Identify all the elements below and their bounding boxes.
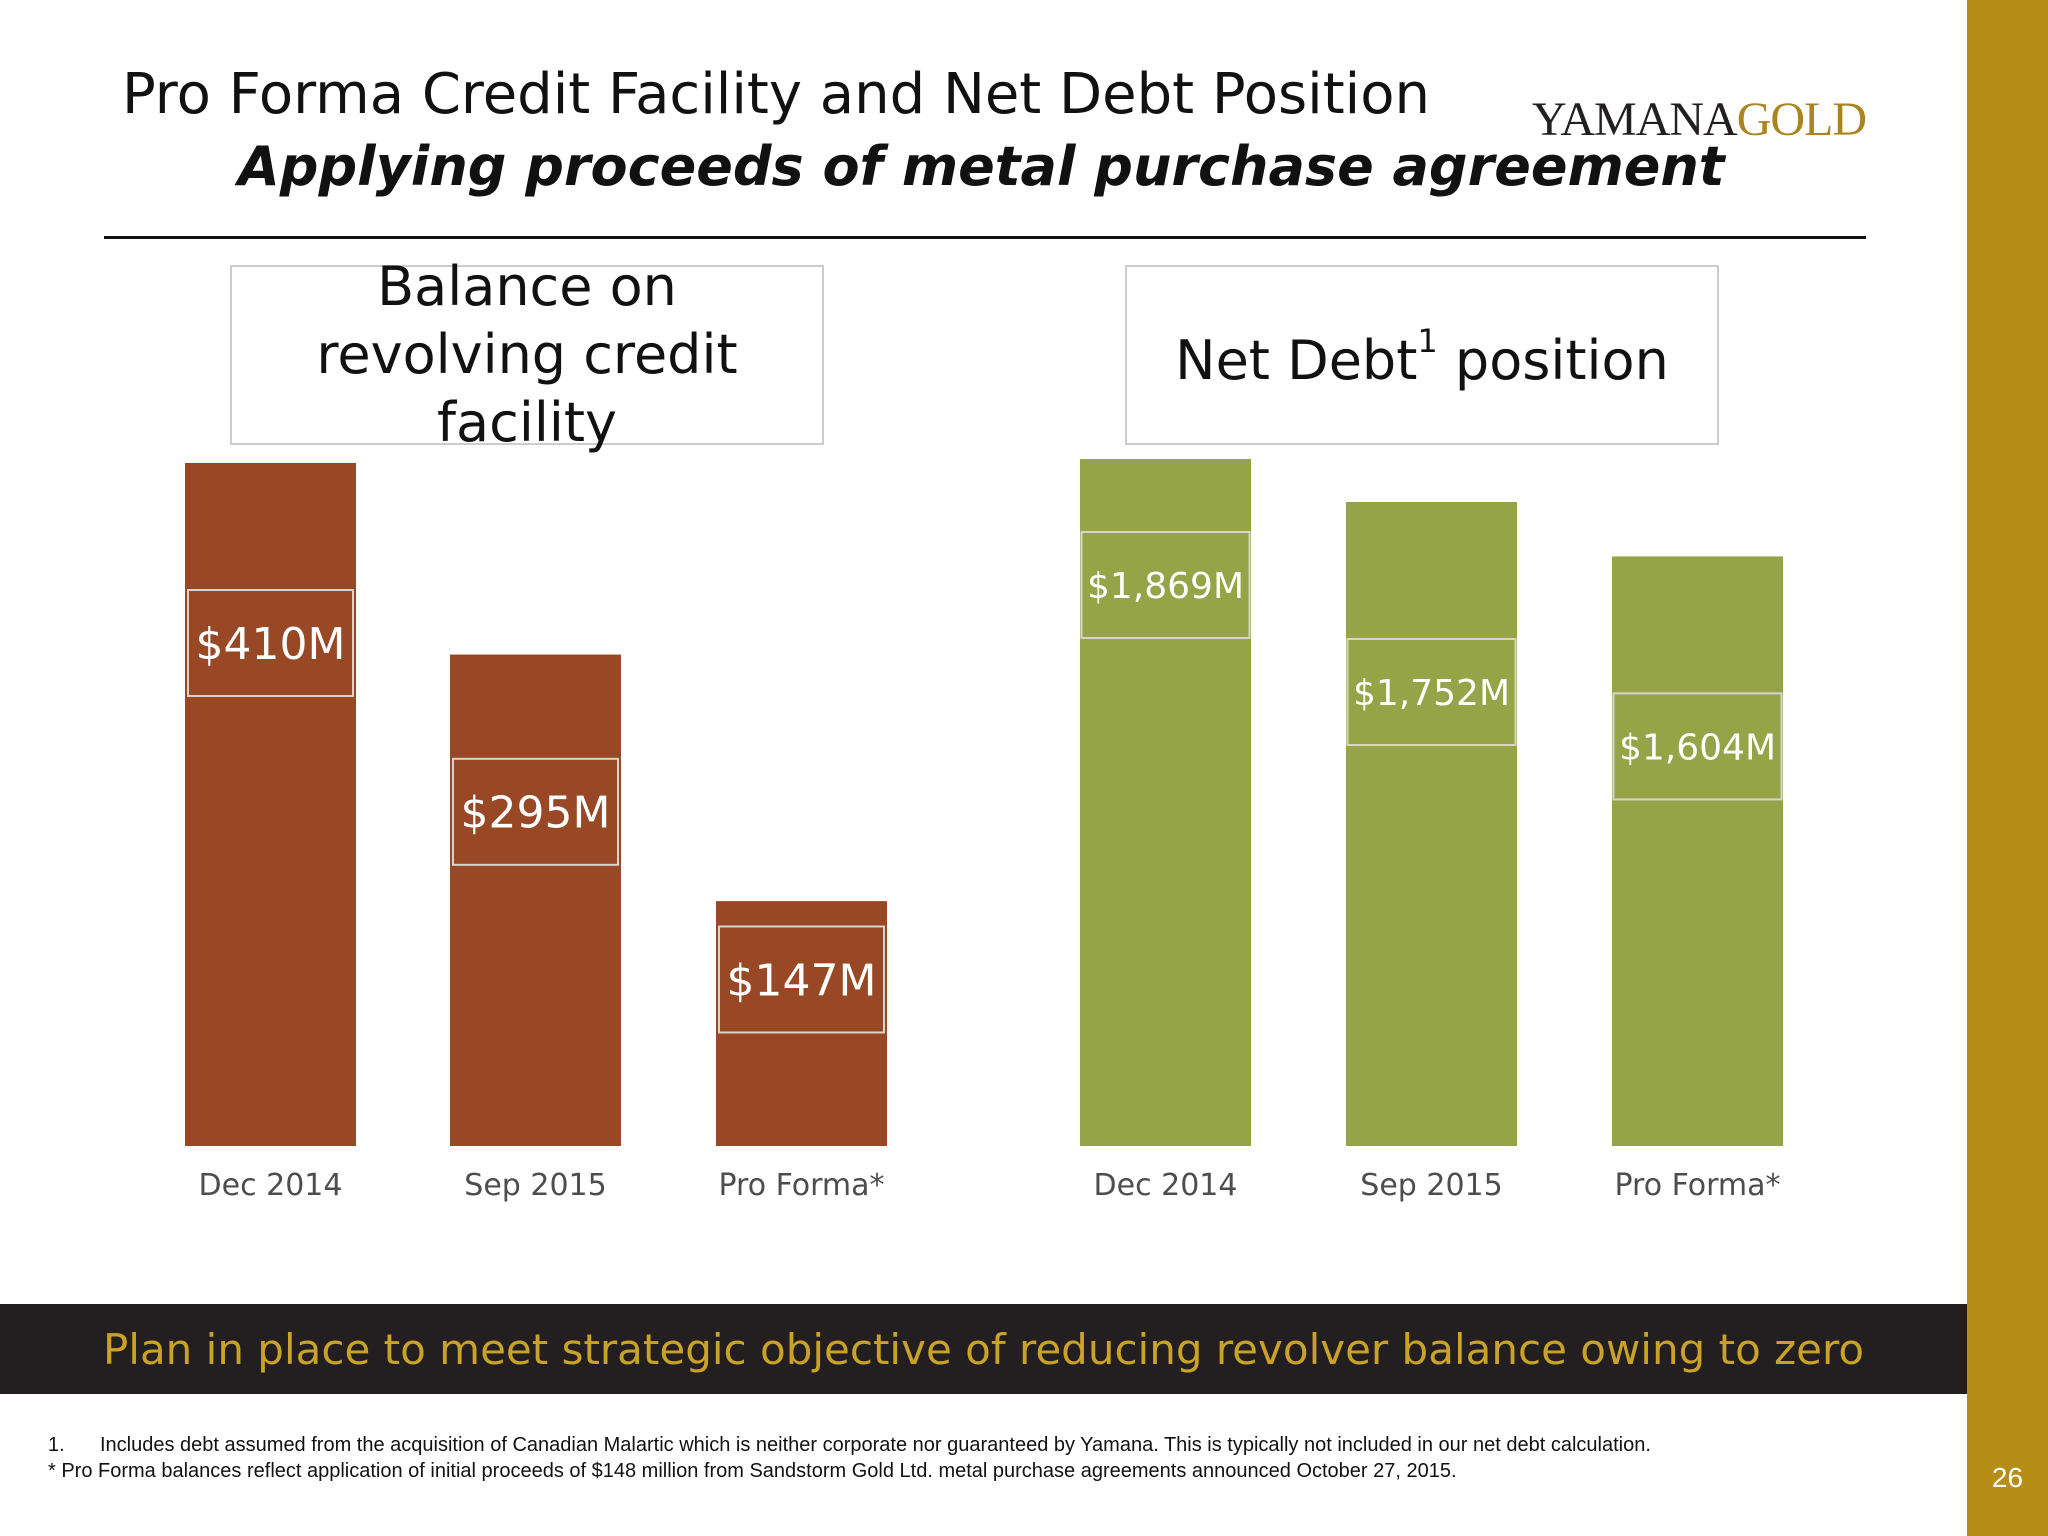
net-debt-value-label-3: $1,604M	[1619, 727, 1776, 768]
title-divider	[104, 236, 1866, 239]
net-debt-chart-title: Net Debt1 position	[1175, 315, 1669, 395]
banner-text: Plan in place to meet strategic objectiv…	[102, 1324, 1865, 1374]
revolver-bar-3	[716, 901, 887, 1146]
accent-side-band	[1967, 0, 2048, 1536]
logo-text-gold: GOLD	[1736, 93, 1867, 146]
net-debt-value-label-box-2	[1346, 638, 1517, 747]
net-debt-title-text: Net Debt	[1175, 329, 1418, 392]
net-debt-value-label-1: $1,869M	[1087, 566, 1244, 607]
net-debt-footnote-marker: 1	[1417, 322, 1438, 360]
net-debt-category-label-2: Sep 2015	[1360, 1168, 1502, 1203]
revolver-category-label-3: Pro Forma*	[718, 1168, 884, 1203]
company-logo: YAMANAGOLD	[1532, 92, 1867, 147]
revolver-value-label-1: $410M	[196, 619, 346, 670]
net-debt-bar-3	[1612, 556, 1783, 1146]
footnote-2: * Pro Forma balances reflect application…	[48, 1460, 1457, 1482]
net-debt-category-label-3: Pro Forma*	[1614, 1168, 1780, 1203]
net-debt-title-suffix: position	[1454, 329, 1669, 392]
net-debt-category-label-1: Dec 2014	[1094, 1168, 1238, 1203]
net-debt-value-label-2: $1,752M	[1353, 673, 1510, 714]
strategic-objective-banner: Plan in place to meet strategic objectiv…	[0, 1304, 1967, 1394]
revolver-category-label-1: Dec 2014	[199, 1168, 343, 1203]
page-title: Pro Forma Credit Facility and Net Debt P…	[122, 62, 1430, 127]
footnote-1-marker: 1.	[48, 1434, 65, 1456]
revolver-bar-2	[450, 654, 621, 1146]
revolver-chart-title: Balance on revolving credit facility	[316, 255, 738, 454]
net-debt-chart-title-box: Net Debt1 position	[1125, 265, 1719, 445]
page-number: 26	[1991, 1462, 2024, 1493]
page-subtitle: Applying proceeds of metal purchase agre…	[238, 135, 1725, 198]
net-debt-value-label-box-1	[1080, 531, 1251, 639]
revolver-value-label-box-1	[187, 589, 354, 697]
revolver-value-label-box-2	[452, 757, 619, 866]
revolver-value-label-2: $295M	[461, 788, 611, 839]
revolver-value-label-box-3	[718, 925, 885, 1034]
revolver-value-label-3: $147M	[727, 955, 877, 1006]
revolver-bar-1	[185, 463, 356, 1146]
net-debt-bar-2	[1346, 502, 1517, 1146]
revolver-chart-title-box: Balance on revolving credit facility	[230, 255, 824, 454]
footnote-1-text: Includes debt assumed from the acquisiti…	[100, 1434, 1651, 1456]
revolver-category-label-2: Sep 2015	[464, 1168, 606, 1203]
logo-text-yamana: YAMANA	[1532, 93, 1738, 146]
footnote-1: 1. Includes debt assumed from the acquisi…	[48, 1434, 1651, 1457]
net-debt-bar-1	[1080, 459, 1251, 1146]
net-debt-value-label-box-3	[1612, 692, 1783, 801]
bar-charts: $410M Dec 2014 $295M Sep 2015 $147M Pro Forma…	[185, 459, 1783, 1203]
